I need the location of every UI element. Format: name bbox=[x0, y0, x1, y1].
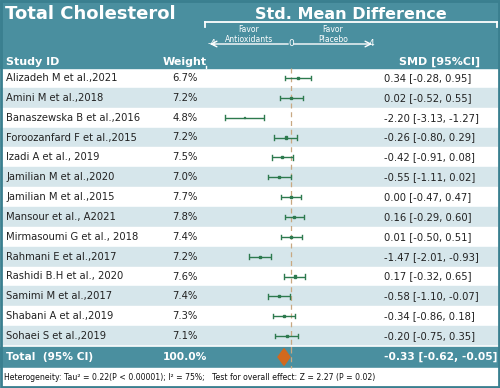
Text: 0.17 [-0.32, 0.65]: 0.17 [-0.32, 0.65] bbox=[384, 272, 472, 282]
Text: -1.47 [-2.01, -0.93]: -1.47 [-2.01, -0.93] bbox=[384, 252, 479, 262]
Text: Jamilian M et al.,2020: Jamilian M et al.,2020 bbox=[6, 172, 114, 182]
Text: Rashidi B.H et al., 2020: Rashidi B.H et al., 2020 bbox=[6, 272, 123, 282]
Text: 100.0%: 100.0% bbox=[163, 352, 207, 362]
Bar bbox=[0, 346, 500, 368]
Text: 7.4%: 7.4% bbox=[172, 232, 198, 242]
Text: SMD [95%CI]: SMD [95%CI] bbox=[400, 57, 480, 67]
Bar bbox=[259, 256, 261, 258]
Bar bbox=[0, 247, 500, 267]
Text: Amini M et al.,2018: Amini M et al.,2018 bbox=[6, 93, 103, 103]
Text: -0.58 [-1.10, -0.07]: -0.58 [-1.10, -0.07] bbox=[384, 291, 478, 301]
Text: 7.5%: 7.5% bbox=[172, 152, 198, 162]
Bar bbox=[0, 68, 500, 88]
Bar bbox=[281, 156, 283, 158]
Text: -0.20 [-0.75, 0.35]: -0.20 [-0.75, 0.35] bbox=[384, 331, 475, 341]
Text: 0.00 [-0.47, 0.47]: 0.00 [-0.47, 0.47] bbox=[384, 192, 471, 202]
Bar bbox=[244, 117, 246, 118]
Text: 0.02 [-0.52, 0.55]: 0.02 [-0.52, 0.55] bbox=[384, 93, 472, 103]
Text: -0.33 [-0.62, -0.05]: -0.33 [-0.62, -0.05] bbox=[384, 352, 498, 362]
Text: 0: 0 bbox=[288, 40, 294, 48]
Bar bbox=[283, 315, 285, 317]
Text: Heterogeneity: Tau² = 0.22(P < 0.00001); I² = 75%;   Test for overall effect: Z : Heterogeneity: Tau² = 0.22(P < 0.00001);… bbox=[4, 374, 375, 383]
Text: Weight: Weight bbox=[163, 57, 207, 67]
Text: 0.01 [-0.50, 0.51]: 0.01 [-0.50, 0.51] bbox=[384, 232, 472, 242]
Bar bbox=[0, 207, 500, 227]
Text: 7.2%: 7.2% bbox=[172, 252, 198, 262]
Text: Total Cholesterol: Total Cholesterol bbox=[5, 5, 175, 23]
Text: 6.7%: 6.7% bbox=[172, 73, 198, 83]
Bar bbox=[0, 128, 500, 147]
Text: Favor
Antioxidants: Favor Antioxidants bbox=[225, 25, 273, 44]
Bar bbox=[0, 187, 500, 207]
Bar bbox=[0, 167, 500, 187]
Text: Banaszewska B et al.,2016: Banaszewska B et al.,2016 bbox=[6, 113, 140, 123]
Text: Izadi A et al., 2019: Izadi A et al., 2019 bbox=[6, 152, 100, 162]
Bar bbox=[297, 77, 299, 79]
Text: Foroozanfard F et al.,2015: Foroozanfard F et al.,2015 bbox=[6, 132, 137, 142]
Text: -0.34 [-0.86, 0.18]: -0.34 [-0.86, 0.18] bbox=[384, 311, 475, 321]
Bar bbox=[0, 267, 500, 286]
Text: 7.2%: 7.2% bbox=[172, 132, 198, 142]
Text: 7.7%: 7.7% bbox=[172, 192, 198, 202]
Polygon shape bbox=[278, 349, 290, 365]
Text: 0.34 [-0.28, 0.95]: 0.34 [-0.28, 0.95] bbox=[384, 73, 471, 83]
Text: Total  (95% CI): Total (95% CI) bbox=[6, 352, 93, 362]
Text: Jamilian M et al.,2015: Jamilian M et al.,2015 bbox=[6, 192, 114, 202]
Bar bbox=[290, 236, 292, 238]
Text: 7.8%: 7.8% bbox=[172, 212, 198, 222]
Text: -4: -4 bbox=[208, 40, 217, 48]
Text: Sohaei S et al.,2019: Sohaei S et al.,2019 bbox=[6, 331, 106, 341]
Text: 4.8%: 4.8% bbox=[172, 113, 198, 123]
Bar bbox=[0, 147, 500, 167]
Bar bbox=[0, 227, 500, 247]
Text: Rahmani E et al.,2017: Rahmani E et al.,2017 bbox=[6, 252, 116, 262]
Text: Std. Mean Difference: Std. Mean Difference bbox=[255, 7, 447, 22]
Bar bbox=[278, 176, 280, 178]
Text: -2.20 [-3.13, -1.27]: -2.20 [-3.13, -1.27] bbox=[384, 113, 479, 123]
Bar bbox=[290, 196, 292, 198]
Text: 4: 4 bbox=[368, 40, 374, 48]
Text: 7.3%: 7.3% bbox=[172, 311, 198, 321]
Bar bbox=[284, 137, 286, 139]
Bar bbox=[290, 97, 292, 99]
Text: 0.16 [-0.29, 0.60]: 0.16 [-0.29, 0.60] bbox=[384, 212, 472, 222]
Bar bbox=[286, 335, 288, 337]
Text: Shabani A et al.,2019: Shabani A et al.,2019 bbox=[6, 311, 114, 321]
Text: 7.0%: 7.0% bbox=[172, 172, 198, 182]
Bar bbox=[294, 275, 296, 277]
Bar bbox=[0, 368, 500, 388]
Text: 7.4%: 7.4% bbox=[172, 291, 198, 301]
Bar bbox=[0, 306, 500, 326]
Text: -0.55 [-1.11, 0.02]: -0.55 [-1.11, 0.02] bbox=[384, 172, 475, 182]
Bar bbox=[0, 286, 500, 306]
Text: Samimi M et al.,2017: Samimi M et al.,2017 bbox=[6, 291, 112, 301]
Text: Alizadeh M et al.,2021: Alizadeh M et al.,2021 bbox=[6, 73, 117, 83]
Text: -0.26 [-0.80, 0.29]: -0.26 [-0.80, 0.29] bbox=[384, 132, 475, 142]
Bar bbox=[278, 295, 280, 297]
Bar bbox=[294, 216, 296, 218]
Text: 7.2%: 7.2% bbox=[172, 93, 198, 103]
Text: Mansour et al., A2021: Mansour et al., A2021 bbox=[6, 212, 116, 222]
Bar bbox=[0, 88, 500, 108]
Bar bbox=[0, 108, 500, 128]
Text: Study ID: Study ID bbox=[6, 57, 60, 67]
Text: Favor
Placebo: Favor Placebo bbox=[318, 25, 348, 44]
Text: 7.1%: 7.1% bbox=[172, 331, 198, 341]
Text: Mirmasoumi G et al., 2018: Mirmasoumi G et al., 2018 bbox=[6, 232, 138, 242]
Text: 7.6%: 7.6% bbox=[172, 272, 198, 282]
Bar bbox=[0, 326, 500, 346]
Bar bbox=[0, 0, 500, 68]
Text: -0.42 [-0.91, 0.08]: -0.42 [-0.91, 0.08] bbox=[384, 152, 475, 162]
